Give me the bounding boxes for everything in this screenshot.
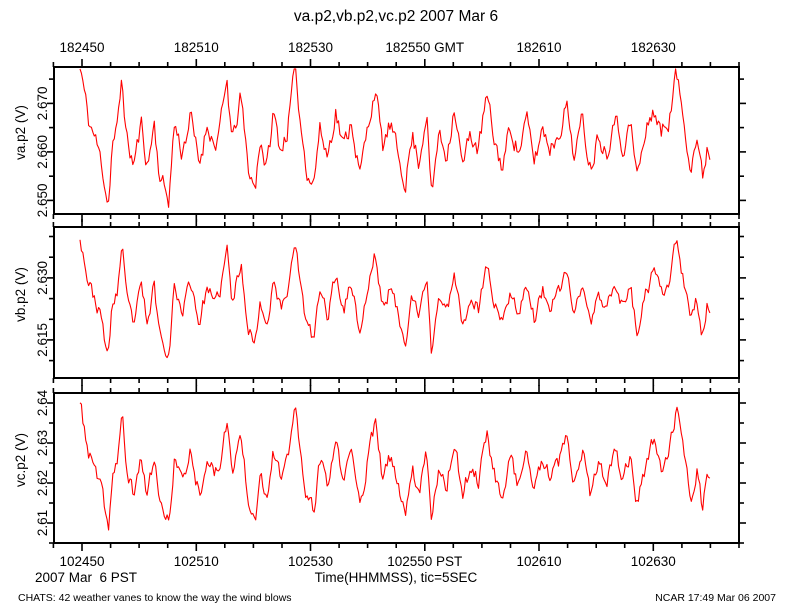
y-tick-label: 2.63	[35, 430, 50, 456]
x-tick-label-top: 182610	[517, 40, 562, 55]
x-tick-label-top: 182450	[59, 40, 104, 55]
x-tick-label-bottom: 102510	[174, 554, 219, 569]
y-axis-title-vb.p2: vb.p2 (V)	[13, 267, 28, 322]
y-axis-title-vc.p2: vc.p2 (V)	[13, 433, 28, 487]
trace-vb.p2	[79, 239, 711, 359]
y-axis-title-va.p2: va.p2 (V)	[13, 105, 28, 160]
date-pst-label: 2007 Mar 6 PST	[35, 570, 138, 585]
y-tick-label: 2.62	[35, 470, 50, 496]
x-tick-label-top: 182530	[288, 40, 333, 55]
panel-frame-vc.p2	[53, 392, 740, 544]
y-tick-label: 2.64	[35, 389, 50, 416]
y-tick-label: 2.660	[35, 135, 50, 169]
x-tick-label-bottom: 102450	[59, 554, 104, 569]
panel-frame-vb.p2	[53, 226, 740, 379]
trace-va.p2	[79, 68, 711, 208]
y-tick-label: 2.61	[35, 510, 50, 536]
y-tick-label: 2.670	[35, 87, 50, 121]
x-axis-label: Time(HHMMSS), tic=5SEC	[314, 570, 478, 585]
y-tick-label: 2.615	[35, 323, 50, 357]
x-tick-label-top: 182510	[174, 40, 219, 55]
x-tick-label-bottom: 102610	[517, 554, 562, 569]
footer-project-note: CHATS: 42 weather vanes to know the way …	[18, 592, 292, 604]
y-tick-label: 2.650	[35, 184, 50, 218]
chart-title: va.p2,vb.p2,vc.p2 2007 Mar 6	[293, 8, 499, 25]
x-tick-label-top: 182630	[631, 40, 676, 55]
x-tick-label-bottom: 102630	[631, 554, 676, 569]
footer-ncar-timestamp: NCAR 17:49 Mar 06 2007	[655, 592, 776, 604]
trace-vc.p2	[79, 402, 711, 531]
x-tick-label-top: 182550 GMT	[385, 40, 464, 55]
x-tick-label-bottom: 102550 PST	[387, 554, 462, 569]
x-tick-label-bottom: 102530	[288, 554, 333, 569]
y-tick-label: 2.630	[35, 261, 50, 295]
